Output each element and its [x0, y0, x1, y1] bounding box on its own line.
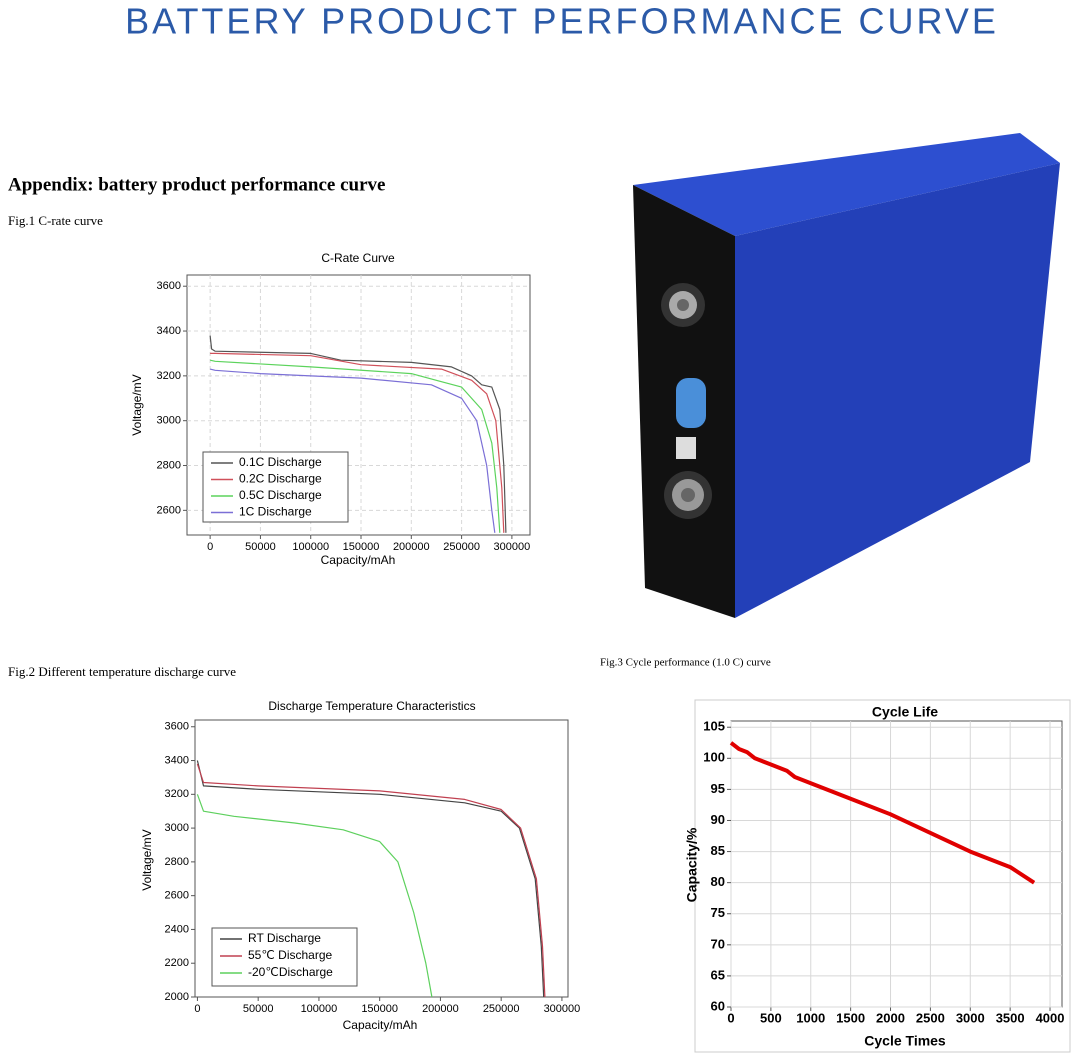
y-tick-label: 85	[711, 843, 725, 858]
y-tick-label: 95	[711, 781, 725, 796]
y-axis-label: Capacity/%	[684, 827, 700, 902]
y-tick-label: 2800	[165, 856, 189, 868]
x-tick-label: 0	[207, 541, 213, 553]
y-tick-label: 100	[703, 750, 725, 765]
y-tick-label: 2000	[165, 991, 189, 1003]
y-tick-label: 3200	[165, 788, 189, 800]
y-tick-label: 70	[711, 936, 725, 951]
chart-title: Cycle Life	[872, 704, 938, 720]
y-tick-label: 60	[711, 998, 725, 1013]
x-tick-label: 150000	[361, 1003, 398, 1015]
y-tick-label: 80	[711, 874, 725, 889]
y-tick-label: 3400	[165, 754, 189, 766]
y-tick-label: 3600	[165, 721, 189, 733]
x-tick-label: 100000	[292, 541, 329, 553]
x-tick-label: 2500	[916, 1010, 945, 1025]
data-line	[196, 760, 545, 998]
y-tick-label: 90	[711, 812, 725, 827]
chart-title: C-Rate Curve	[321, 251, 395, 265]
y-tick-label: 2800	[157, 459, 181, 471]
x-tick-label: 250000	[443, 541, 480, 553]
data-line	[209, 359, 501, 533]
y-tick-label: 65	[711, 967, 725, 982]
x-tick-label: 3500	[996, 1010, 1025, 1025]
y-tick-label: 2200	[165, 957, 189, 969]
page-title: BATTERY PRODUCT PERFORMANCE CURVE	[125, 1, 999, 42]
x-tick-label: 2000	[876, 1010, 905, 1025]
battery-photo	[633, 133, 1060, 618]
x-tick-label: 1000	[796, 1010, 825, 1025]
y-tick-label: 3200	[157, 370, 181, 382]
x-axis-label: Capacity/mAh	[321, 553, 396, 567]
fig-caption: Fig.3 Cycle performance (1.0 C) curve	[600, 657, 771, 669]
appendix-heading: Appendix: battery product performance cu…	[8, 174, 386, 195]
x-tick-label: 200000	[393, 541, 430, 553]
y-tick-label: 105	[703, 719, 725, 734]
y-tick-label: 3400	[157, 325, 181, 337]
y-tick-label: 3000	[157, 415, 181, 427]
y-tick-label: 2600	[165, 890, 189, 902]
x-tick-label: 3000	[956, 1010, 985, 1025]
x-tick-label: 150000	[343, 541, 380, 553]
x-tick-label: 300000	[544, 1003, 581, 1015]
x-tick-label: 50000	[243, 1003, 274, 1015]
legend-box	[211, 927, 358, 987]
data-line	[196, 794, 433, 998]
data-line	[196, 763, 546, 998]
legend-label: 1C Discharge	[239, 505, 312, 519]
y-tick-label: 2600	[157, 504, 181, 516]
data-line	[210, 352, 505, 533]
x-tick-label: 500	[760, 1010, 782, 1025]
data-line	[209, 368, 496, 533]
y-tick-label: 75	[711, 905, 725, 920]
data-line	[209, 335, 507, 533]
x-tick-label: 100000	[301, 1003, 338, 1015]
y-tick-label: 3600	[157, 280, 181, 292]
fig-caption: Fig.2 Different temperature discharge cu…	[8, 664, 236, 679]
legend-label: -20℃Discharge	[248, 965, 333, 979]
x-tick-label: 50000	[245, 541, 276, 553]
x-tick-label: 300000	[494, 541, 531, 553]
y-tick-label: 2400	[165, 923, 189, 935]
chart-title: Discharge Temperature Characteristics	[268, 699, 475, 713]
x-tick-label: 0	[194, 1003, 200, 1015]
x-tick-label: 200000	[422, 1003, 459, 1015]
x-axis-label: Cycle Times	[864, 1033, 946, 1049]
x-tick-label: 250000	[483, 1003, 520, 1015]
legend-label: 55℃ Discharge	[248, 948, 333, 962]
x-tick-label: 4000	[1036, 1010, 1065, 1025]
plot-area	[730, 720, 1063, 1008]
data-line	[729, 741, 1036, 885]
legend-label: 0.2C Discharge	[239, 472, 322, 486]
x-tick-label: 1500	[836, 1010, 865, 1025]
legend-label: 0.5C Discharge	[239, 488, 322, 502]
y-axis-label: Voltage/mV	[140, 829, 154, 890]
y-tick-label: 3000	[165, 822, 189, 834]
x-axis-label: Capacity/mAh	[343, 1018, 418, 1032]
x-tick-label: 0	[727, 1010, 734, 1025]
y-axis-label: Voltage/mV	[130, 374, 144, 435]
fig-caption: Fig.1 C-rate curve	[8, 213, 103, 228]
legend-label: 0.1C Discharge	[239, 455, 322, 469]
legend-label: RT Discharge	[248, 931, 321, 945]
